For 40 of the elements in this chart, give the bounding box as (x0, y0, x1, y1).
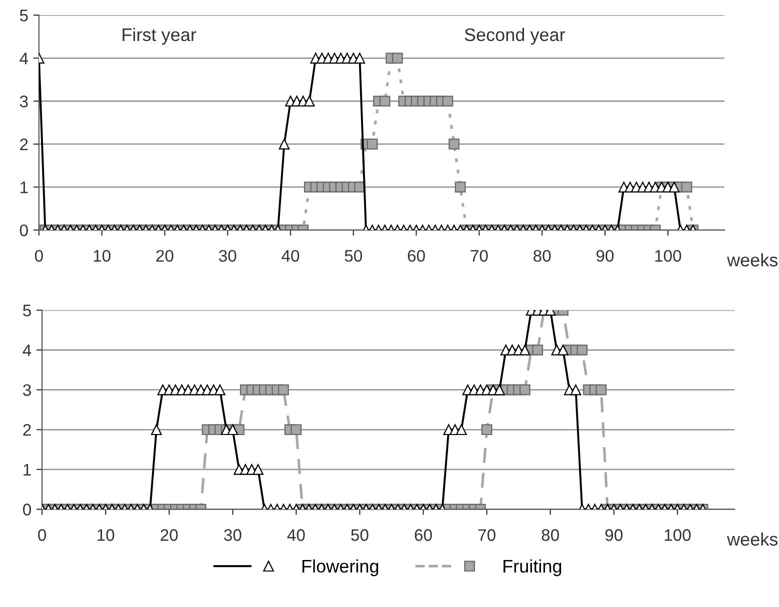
x-tick-label: 80 (542, 529, 559, 541)
x-tick-label: 0 (38, 529, 46, 541)
y-tick-label: 2 (20, 138, 28, 150)
y-tick-label: 3 (20, 96, 28, 108)
x-tick-label: 100 (664, 529, 691, 541)
y-tick-label: 0 (23, 504, 31, 516)
y-tick-label: 3 (23, 384, 31, 396)
legend-label: Fruiting (504, 559, 562, 576)
x-tick-label: 70 (478, 529, 496, 541)
x-axis-title: weeks (726, 253, 778, 266)
x-tick-label: 10 (94, 250, 110, 262)
y-tick-label: 5 (20, 10, 28, 22)
x-tick-label: 50 (351, 529, 368, 541)
x-tick-label: 100 (655, 250, 682, 262)
annotation: First year (122, 28, 196, 45)
x-tick-label: 0 (34, 250, 43, 262)
x-tick-label: 40 (282, 250, 300, 262)
x-tick-label: 60 (408, 250, 425, 262)
x-tick-label: 70 (470, 250, 488, 262)
y-tick-label: 4 (22, 344, 32, 356)
y-tick-label: 2 (23, 424, 31, 436)
y-tick-label: 4 (20, 52, 28, 64)
x-axis-title: weeks (726, 532, 778, 546)
x-tick-label: 30 (218, 250, 236, 262)
y-tick-label: 0 (20, 224, 28, 236)
x-tick-label: 80 (534, 250, 551, 262)
x-tick-label: 60 (414, 529, 432, 541)
x-tick-label: 90 (605, 529, 622, 541)
y-tick-label: 1 (20, 182, 28, 194)
y-tick-label: 5 (23, 304, 31, 316)
x-tick-label: 90 (596, 250, 614, 262)
x-tick-label: 10 (98, 529, 114, 541)
x-tick-label: 40 (287, 529, 305, 541)
x-tick-label: 30 (224, 529, 242, 541)
x-tick-label: 20 (160, 529, 178, 541)
y-tick-label: 1 (24, 464, 31, 476)
legend-label: Flowering (302, 559, 378, 576)
x-tick-label: 20 (156, 250, 174, 262)
annotation: Second year (464, 28, 566, 45)
x-tick-label: 50 (344, 250, 362, 262)
